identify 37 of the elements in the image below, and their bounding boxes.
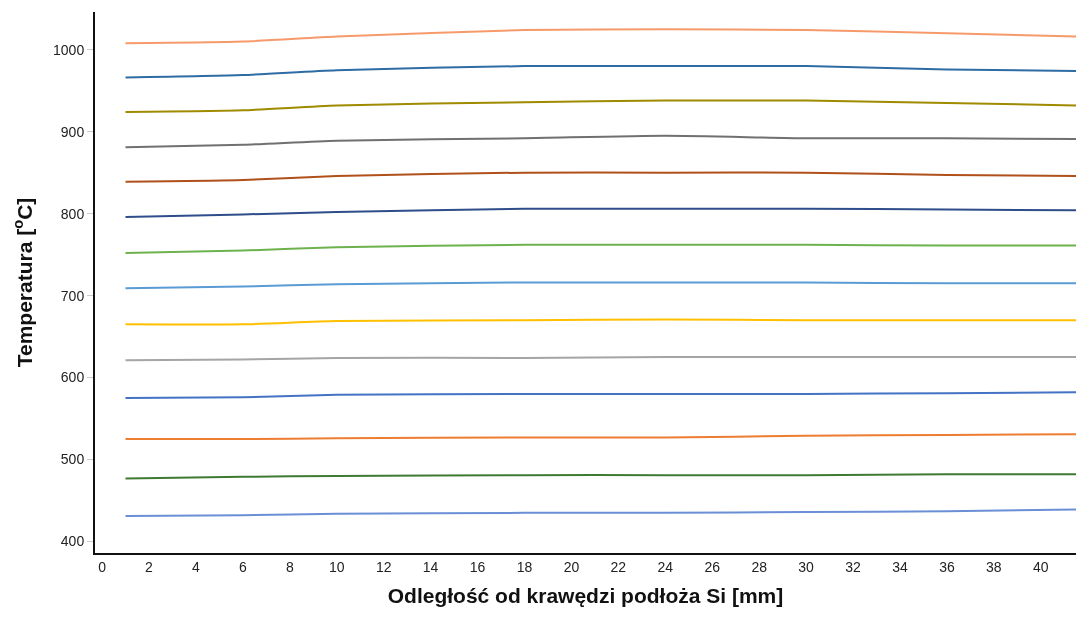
x-tick-label: 26 [704, 558, 721, 575]
x-tick-label: 12 [375, 558, 392, 575]
x-tick-label: 32 [845, 558, 862, 575]
x-tick-label: 22 [610, 558, 627, 575]
x-tick-label: 10 [328, 558, 345, 575]
x-tick-label: 2 [145, 558, 154, 575]
y-tick-label: 800 [60, 205, 85, 222]
line-series [124, 508, 1076, 518]
x-tick-label: 14 [422, 558, 439, 575]
x-tick-label: 0 [98, 558, 107, 575]
line-series [124, 99, 1076, 113]
x-tick-label: 8 [285, 558, 294, 575]
line-series [124, 134, 1076, 149]
x-tick-label: 30 [798, 558, 815, 575]
line-series [124, 28, 1076, 45]
x-tick-label: 18 [516, 558, 533, 575]
x-tick-label: 40 [1033, 558, 1049, 575]
x-tick-label: 28 [751, 558, 768, 575]
y-tick-label: 400 [60, 533, 85, 550]
x-tick-label: 36 [939, 558, 955, 575]
x-tick-label: 38 [986, 558, 1002, 575]
x-tick-label: 6 [238, 558, 247, 575]
line-series [124, 207, 1076, 218]
line-series [124, 171, 1076, 183]
y-tick-label: 600 [60, 369, 85, 386]
line-series [124, 243, 1076, 254]
x-tick-label: 4 [192, 558, 201, 575]
y-tick-label: 900 [60, 123, 85, 140]
y-tick-label: 500 [60, 451, 85, 468]
y-tick-label: 700 [60, 287, 85, 304]
x-axis-title: Odległość od krawędzi podłoża Si [mm] [387, 584, 784, 608]
x-tick-label: 34 [892, 558, 908, 575]
x-tick-label: 16 [469, 558, 486, 575]
y-tick-label: 1000 [53, 41, 85, 58]
x-tick-label: 20 [563, 558, 580, 575]
line-series [124, 64, 1076, 79]
x-tick-label: 24 [657, 558, 674, 575]
